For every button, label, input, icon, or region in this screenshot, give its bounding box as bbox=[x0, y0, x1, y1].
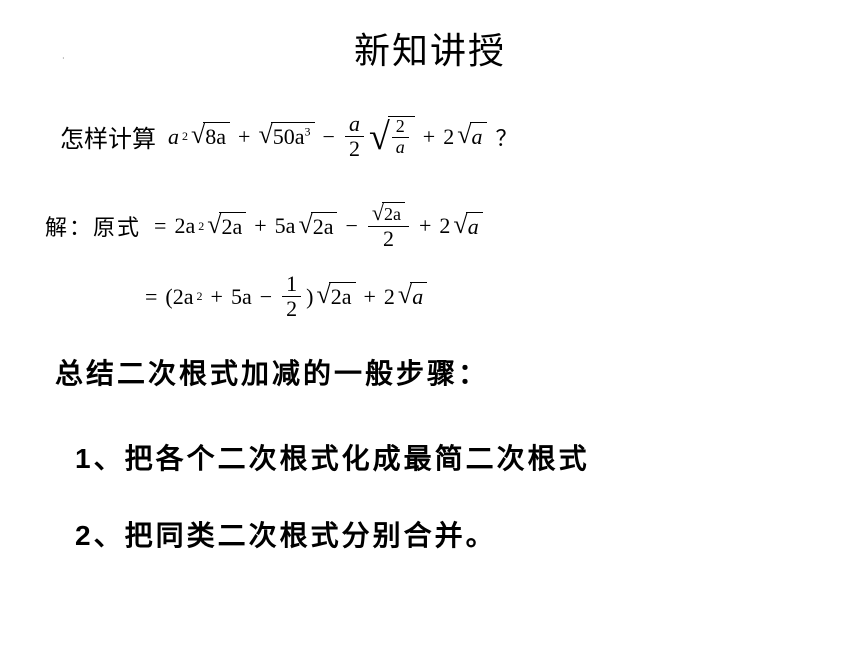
plus-op: + bbox=[364, 284, 376, 310]
sqrt-icon: √2a bbox=[372, 202, 405, 226]
question-label: 怎样计算 bbox=[60, 119, 156, 154]
rad4: a bbox=[470, 122, 487, 150]
s1-rad1: 2a bbox=[221, 214, 242, 239]
step2-number: 2 bbox=[75, 520, 94, 551]
step1-text: 把各个二次根式化成最简二次根式 bbox=[125, 444, 590, 475]
step1-sep: 、 bbox=[94, 444, 125, 475]
minus-op: − bbox=[260, 284, 272, 310]
page-title: 新知讲授 bbox=[0, 22, 860, 74]
fraction: a2 bbox=[345, 112, 364, 161]
plus-op: + bbox=[254, 213, 266, 239]
s2-sup: 2 bbox=[197, 289, 203, 304]
fraction: √2a 2 bbox=[368, 202, 409, 251]
s2-close: ) bbox=[306, 284, 313, 310]
sqrt-icon: √2a bbox=[207, 212, 246, 240]
minus-op: − bbox=[323, 124, 335, 150]
question-expression: a2 √8a + √50a3 − a2 √2a + 2 √a ？ bbox=[168, 112, 518, 161]
rad-frac-den: a bbox=[392, 138, 409, 158]
s2-open: (2a bbox=[165, 284, 193, 310]
eq-op: = bbox=[154, 213, 166, 239]
minus-op: − bbox=[345, 213, 357, 239]
step2-sep: 、 bbox=[94, 521, 125, 552]
solution-label: 解：原式 bbox=[45, 210, 141, 242]
frac-num: a bbox=[345, 112, 364, 137]
s1-t1-coef: 2a bbox=[174, 213, 195, 239]
s2-fden: 2 bbox=[282, 297, 301, 321]
plus-op: + bbox=[211, 284, 223, 310]
sqrt-icon: √50a3 bbox=[258, 122, 314, 150]
s1-t1-sup: 2 bbox=[198, 219, 204, 234]
rad-frac-num: 2 bbox=[392, 117, 409, 138]
eq-op: = bbox=[145, 284, 157, 310]
step1-expression: = 2a2 √2a + 5a √2a − √2a 2 + 2 √a bbox=[149, 202, 483, 251]
term1-coef: a bbox=[168, 124, 179, 150]
decorative-dot: · bbox=[62, 54, 65, 63]
frac-den: 2 bbox=[345, 137, 364, 161]
step2-text: 把同类二次根式分别合并。 bbox=[125, 521, 497, 552]
step2-expression: = (2a2 + 5a − 12 ) √2a + 2 √a bbox=[140, 272, 427, 321]
s1-t3-rad: 2a bbox=[384, 204, 401, 224]
step-1: 1、把各个二次根式化成最简二次根式 bbox=[75, 437, 590, 477]
rad2-base: 50a bbox=[273, 124, 305, 149]
sqrt-icon: √2a bbox=[369, 116, 415, 158]
term4-coef: 2 bbox=[443, 124, 454, 150]
sqrt-icon: √a bbox=[453, 212, 482, 240]
s1-rad2: 2a bbox=[313, 214, 334, 239]
rad1: 8a bbox=[205, 124, 226, 149]
plus-op: + bbox=[423, 124, 435, 150]
rad2-sup: 3 bbox=[305, 125, 311, 139]
step-2: 2、把同类二次根式分别合并。 bbox=[75, 514, 497, 554]
s2-fnum: 1 bbox=[282, 272, 301, 297]
solution-line1: 解：原式 = 2a2 √2a + 5a √2a − √2a 2 + 2 √a bbox=[45, 202, 483, 251]
summary-heading: 总结二次根式加减的一般步骤： bbox=[55, 352, 489, 392]
sqrt-icon: √a bbox=[398, 282, 427, 310]
s2-rad1: 2a bbox=[331, 284, 352, 309]
s1-t4-coef: 2 bbox=[439, 213, 450, 239]
sqrt-icon: √2a bbox=[298, 212, 337, 240]
s1-t2-coef: 5a bbox=[275, 213, 296, 239]
fraction: 12 bbox=[282, 272, 301, 321]
question-mark: ？ bbox=[496, 121, 518, 153]
plus-op: + bbox=[419, 213, 431, 239]
s2-rad2: a bbox=[410, 282, 427, 310]
sqrt-icon: √2a bbox=[316, 282, 355, 310]
plus-op: + bbox=[238, 124, 250, 150]
term1-sup: 2 bbox=[182, 129, 188, 144]
s1-t3-den: 2 bbox=[379, 227, 398, 251]
s2-coef2: 2 bbox=[384, 284, 395, 310]
s2-mid1: 5a bbox=[231, 284, 252, 310]
sqrt-icon: √a bbox=[457, 122, 486, 150]
s1-rad4: a bbox=[466, 212, 483, 240]
step1-number: 1 bbox=[75, 443, 94, 474]
solution-line2: = (2a2 + 5a − 12 ) √2a + 2 √a bbox=[140, 272, 427, 321]
question-line: 怎样计算 a2 √8a + √50a3 − a2 √2a + 2 √a ？ bbox=[60, 112, 518, 161]
sqrt-icon: √8a bbox=[191, 122, 230, 150]
